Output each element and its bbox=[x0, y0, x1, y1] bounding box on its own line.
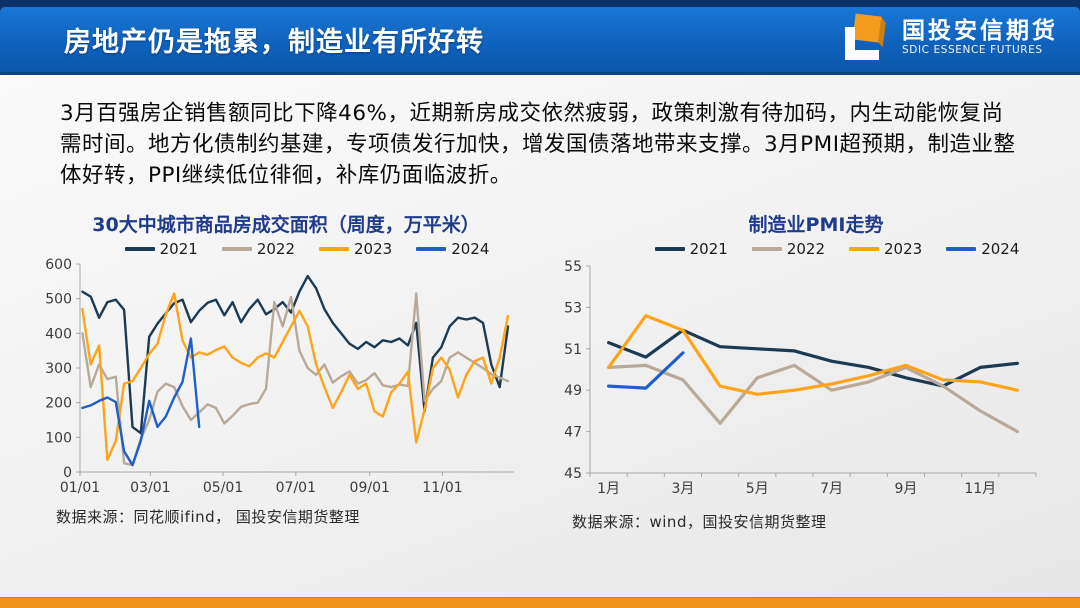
manufacturing-pmi-chart: 45 47 49 51 53 55 1月 3月 5月 7月 9月 11月 bbox=[564, 259, 1037, 497]
header-bar: 房地产仍是拖累，制造业有所好转 bbox=[0, 7, 1080, 75]
slide-header: 房地产仍是拖累，制造业有所好转 国投安信期货 SDIC ESSENCE FUTU… bbox=[0, 0, 1080, 75]
legend-item-2023: 2023 bbox=[319, 240, 392, 258]
housing-chart-legend: 2021 2022 2023 2024 bbox=[82, 240, 532, 258]
company-logo: 国投安信期货 SDIC ESSENCE FUTURES bbox=[838, 11, 1058, 65]
legend-item-2024: 2024 bbox=[946, 240, 1019, 258]
legend-swatch bbox=[416, 247, 447, 251]
legend-label: 2024 bbox=[451, 239, 490, 258]
legend-label: 2023 bbox=[884, 239, 923, 258]
legend-item-2022: 2022 bbox=[221, 239, 295, 258]
svg-text:3月: 3月 bbox=[671, 481, 694, 497]
pmi-chart-legend: 2021 2022 2023 2024 bbox=[598, 240, 1076, 258]
svg-text:51: 51 bbox=[564, 342, 582, 358]
svg-text:11月: 11月 bbox=[964, 481, 996, 497]
svg-text:600: 600 bbox=[45, 258, 72, 273]
logo-mark-icon bbox=[845, 13, 886, 60]
pmi-chart-title: 制造业PMI走势 bbox=[748, 213, 884, 236]
svg-text:01/01: 01/01 bbox=[60, 480, 100, 496]
legend-item-2024: 2024 bbox=[416, 240, 489, 258]
svg-text:53: 53 bbox=[564, 300, 582, 316]
svg-text:300: 300 bbox=[45, 361, 72, 377]
slide-title: 房地产仍是拖累，制造业有所好转 bbox=[64, 27, 484, 58]
svg-text:07/01: 07/01 bbox=[276, 480, 316, 496]
svg-text:200: 200 bbox=[45, 396, 72, 412]
svg-text:47: 47 bbox=[564, 424, 582, 440]
legend-swatch bbox=[946, 247, 977, 251]
svg-text:05/01: 05/01 bbox=[203, 480, 243, 496]
legend-label: 2024 bbox=[981, 239, 1020, 258]
legend-item-2021: 2021 bbox=[124, 239, 198, 258]
svg-text:0: 0 bbox=[63, 465, 72, 481]
svg-text:500: 500 bbox=[45, 292, 72, 308]
pmi-chart-block: 制造业PMI走势 2021 2022 2023 2024 45 47 49 51 53 55 1月… bbox=[556, 198, 1076, 532]
charts-row: 30大中城市商品房成交面积（周度，万平米） 2021 2022 2023 2024 0… bbox=[0, 192, 1080, 532]
svg-text:100: 100 bbox=[45, 430, 72, 446]
svg-text:1月: 1月 bbox=[597, 481, 620, 497]
legend-label: 2022 bbox=[786, 239, 825, 258]
logo-text: 国投安信期货 SDIC ESSENCE FUTURES bbox=[902, 17, 1058, 57]
svg-text:49: 49 bbox=[564, 383, 582, 399]
housing-chart-source: 数据来源：同花顺ifind， 国投安信期货整理 bbox=[56, 507, 360, 526]
legend-swatch bbox=[751, 247, 782, 251]
legend-label: 2022 bbox=[256, 239, 295, 258]
svg-text:5月: 5月 bbox=[746, 481, 769, 497]
legend-swatch bbox=[221, 247, 252, 251]
logo-name-cn: 国投安信期货 bbox=[902, 17, 1058, 44]
pmi-chart-source: 数据来源：wind，国投安信期货整理 bbox=[572, 512, 827, 531]
bottom-accent-bar bbox=[0, 597, 1080, 608]
housing-transactions-chart: 0 100 200 300 400 500 600 01/01 03/01 05/01 07/01 0… bbox=[45, 257, 514, 496]
svg-text:55: 55 bbox=[564, 259, 582, 275]
legend-item-2021: 2021 bbox=[654, 239, 728, 258]
legend-label: 2023 bbox=[354, 239, 393, 258]
legend-swatch bbox=[849, 247, 879, 251]
legend-label: 2021 bbox=[159, 239, 198, 258]
svg-text:9月: 9月 bbox=[894, 481, 917, 497]
svg-text:11/01: 11/01 bbox=[422, 480, 462, 496]
legend-swatch bbox=[319, 247, 349, 251]
summary-paragraph: 3月百强房企销售额同比下降46%，近期新房成交依然疲弱，政策刺激有待加码，内生动… bbox=[60, 101, 1016, 188]
svg-text:400: 400 bbox=[45, 326, 72, 342]
legend-swatch bbox=[124, 247, 155, 251]
logo-name-en: SDIC ESSENCE FUTURES bbox=[902, 44, 1043, 57]
legend-swatch bbox=[654, 247, 685, 251]
svg-text:7月: 7月 bbox=[820, 481, 843, 497]
legend-item-2023: 2023 bbox=[849, 240, 922, 258]
legend-label: 2021 bbox=[689, 239, 728, 258]
svg-text:45: 45 bbox=[564, 466, 582, 482]
svg-text:03/01: 03/01 bbox=[130, 480, 170, 496]
housing-chart-block: 30大中城市商品房成交面积（周度，万平米） 2021 2022 2023 2024 0… bbox=[40, 198, 532, 532]
legend-item-2022: 2022 bbox=[751, 239, 825, 258]
svg-text:09/01: 09/01 bbox=[350, 480, 390, 496]
housing-chart-title: 30大中城市商品房成交面积（周度，万平米） bbox=[92, 213, 480, 236]
